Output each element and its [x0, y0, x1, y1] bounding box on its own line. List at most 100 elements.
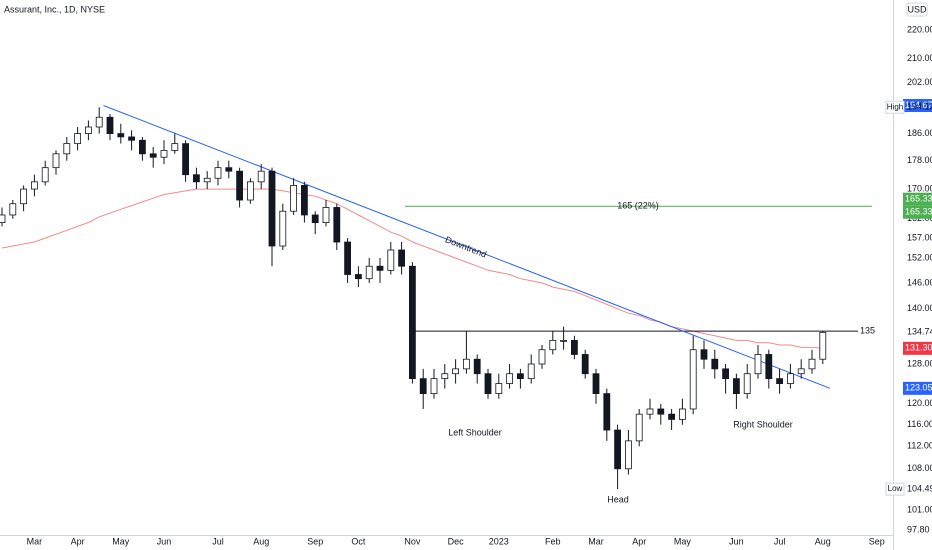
candle-body [711, 358, 719, 370]
price-tag-label: 131.30 [905, 343, 932, 353]
candle-body [322, 207, 330, 223]
candle-body [635, 413, 643, 442]
y-tick-label: 210.00 [907, 53, 932, 63]
candle-body [754, 354, 762, 375]
candle-body [0, 214, 6, 223]
candle-body [787, 373, 794, 384]
extreme-value: 104.49 [907, 484, 932, 494]
candle-body [430, 378, 438, 395]
candle-body [354, 274, 362, 280]
candle-body [203, 177, 211, 183]
candle-body [74, 133, 81, 145]
y-tick-label: 140.00 [907, 303, 932, 313]
candle-body [689, 349, 697, 410]
candle-body [85, 126, 92, 134]
extreme-box [885, 482, 905, 496]
chart-title: Assurant, Inc., 1D, NYSE [4, 4, 105, 14]
y-tick-label: 101.00 [907, 504, 932, 514]
candle-body [592, 373, 600, 395]
candle-body [603, 393, 611, 431]
candle-body [225, 167, 233, 172]
candle-body [138, 139, 146, 155]
candle-body [419, 378, 427, 395]
candle-body [657, 408, 665, 415]
x-tick-label: Oct [351, 536, 366, 546]
moving-average [1, 188, 823, 349]
neckline-label: 135 [860, 326, 875, 336]
y-tick-label: 120.00 [907, 398, 932, 408]
y-tick-label: 97.80 [907, 524, 930, 534]
x-tick-label: 2023 [489, 536, 509, 546]
x-tick-label: Feb [545, 536, 561, 546]
candle-body [117, 133, 125, 138]
candle-body [679, 408, 686, 420]
trendline [103, 105, 831, 389]
candle-body [52, 153, 60, 169]
x-tick-label: Sep [307, 536, 323, 546]
currency: USD [907, 4, 927, 14]
candle-body [257, 170, 265, 183]
candle-body [527, 363, 535, 380]
candle-body [236, 170, 244, 201]
x-tick-label: Aug [253, 536, 269, 546]
price-tag [903, 381, 932, 395]
y-tick-label: 146.00 [907, 277, 932, 287]
candle-body [722, 368, 729, 380]
candle-body [517, 373, 524, 380]
price-tag [903, 205, 932, 219]
candle-body [311, 214, 319, 223]
candle-body [41, 167, 49, 183]
price-tag [903, 341, 932, 355]
candle-body [625, 440, 632, 470]
extreme-box [885, 100, 905, 114]
price-tag-label: 123.05 [905, 383, 932, 393]
y-tick-label: 178.00 [907, 155, 932, 165]
x-tick-label: Mar [27, 536, 43, 546]
candle-body [549, 339, 557, 351]
extreme-label: Low [888, 484, 903, 493]
annotation: Head [607, 494, 629, 504]
candle-body [376, 265, 384, 271]
candle-body [614, 429, 621, 470]
price-tag [903, 99, 932, 113]
candle-body [106, 116, 114, 134]
x-tick-label: Aug [815, 536, 831, 546]
candle-body [246, 181, 254, 201]
x-tick-label: Jun [729, 536, 744, 546]
target-label: 165 (22%) [617, 201, 659, 211]
candle-body [495, 383, 503, 395]
x-tick-label: Sep [869, 536, 885, 546]
candle-body [808, 358, 816, 370]
candle-body [581, 354, 589, 375]
candle-body [797, 368, 805, 375]
candle-body [290, 185, 298, 212]
y-tick-label: 112.00 [907, 441, 932, 451]
candle-body [560, 339, 567, 342]
currency-box[interactable] [906, 2, 928, 17]
y-tick-label: 170.00 [907, 183, 932, 193]
y-tick-label: 108.00 [907, 463, 932, 473]
x-tick-label: Jul [774, 536, 786, 546]
candle-body [365, 265, 373, 280]
candle-body [462, 358, 470, 370]
candle-body [128, 136, 136, 141]
candle-body [63, 143, 71, 155]
candle-body [387, 249, 395, 271]
candle-body [484, 373, 492, 395]
candle-body [646, 408, 654, 415]
candle-body [700, 349, 708, 360]
x-tick-label: Jul [212, 536, 224, 546]
candle-body [20, 188, 28, 205]
candle-body [743, 373, 751, 395]
annotation: Right Shoulder [733, 419, 793, 429]
candle-body [149, 153, 157, 158]
candle-body [95, 116, 103, 128]
candle-body [171, 143, 179, 151]
candle-body [300, 185, 308, 216]
y-tick-label: 157.00 [907, 232, 932, 242]
x-tick-label: Apr [632, 536, 646, 546]
candle-body [279, 210, 287, 247]
y-tick-label: 220.00 [907, 24, 932, 34]
candle-body [571, 339, 578, 355]
